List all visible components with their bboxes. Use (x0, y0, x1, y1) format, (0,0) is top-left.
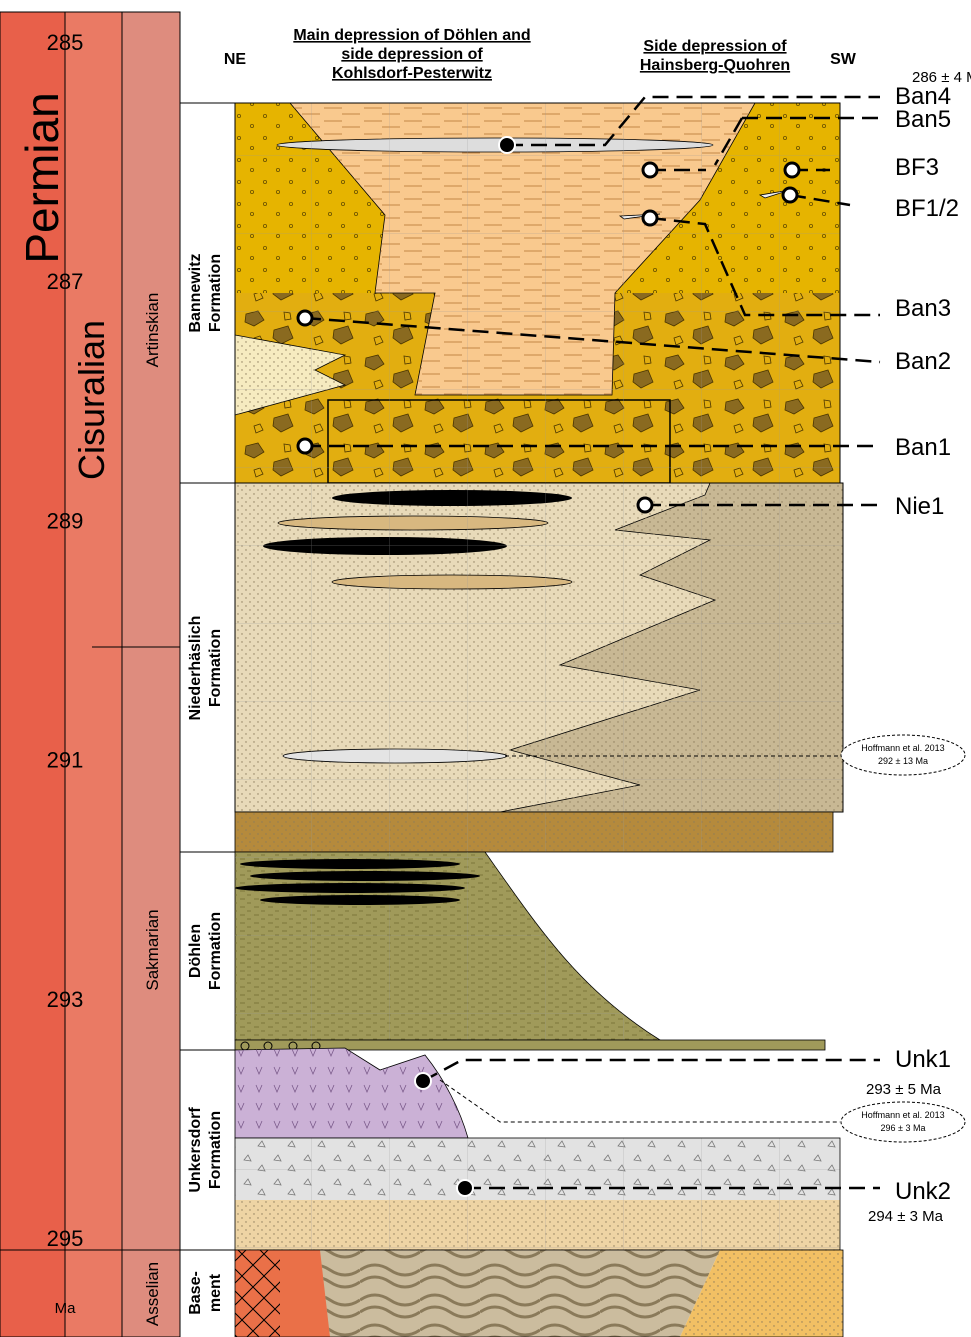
line: Niederhäslich (187, 616, 204, 721)
sample-label: Unk1 (895, 1046, 951, 1073)
rect-shape (235, 812, 833, 852)
sample-label: Ban2 (895, 348, 951, 375)
age-label: 295 (47, 1226, 84, 1251)
niederhaeslich-lithology (235, 483, 843, 852)
sample-label: Ban5 (895, 106, 951, 133)
stratigraphic-figure: 285 287 289 291 293 295 Ma Permian Cisuralian… (0, 0, 971, 1337)
circle-shape (638, 498, 652, 512)
line: side depression of (341, 46, 483, 63)
circle-shape (783, 188, 797, 202)
rect-shape (235, 1138, 840, 1250)
epoch-label: Cisuralian (71, 320, 112, 480)
circle-shape (415, 1073, 431, 1089)
line: Formation (207, 629, 224, 707)
line: ment (207, 1273, 224, 1312)
sample-label: Unk2 (895, 1178, 951, 1205)
sample-label: BF3 (895, 154, 939, 181)
rect-shape (235, 483, 843, 812)
line: Bannewitz (187, 253, 204, 332)
polygon-shape (320, 1250, 720, 1337)
basement-lithology (235, 1250, 843, 1337)
line: Hainsberg-Quohren (640, 57, 790, 74)
rect-shape (235, 1250, 280, 1337)
ellipse-shape (260, 895, 460, 905)
age-label: 293 (47, 987, 84, 1012)
period-label: Permian (16, 92, 68, 263)
path-shape (235, 1048, 468, 1138)
line: Kohlsdorf-Pesterwitz (332, 65, 492, 82)
line: Unkersdorf (187, 1107, 204, 1193)
formation-label: Base-ment (187, 1271, 224, 1315)
sample-age: 286 ± 4 Ma (912, 69, 971, 86)
age-label: 285 (47, 30, 84, 55)
bannewitz-lithology (235, 103, 840, 483)
circle-shape (785, 163, 799, 177)
sample-label: Ban1 (895, 434, 951, 461)
age-label: 287 (47, 269, 84, 294)
line: Formation (207, 1111, 224, 1189)
circle-shape (643, 211, 657, 225)
sample-label: BF1/2 (895, 195, 959, 222)
stage-label: Artinskian (143, 293, 162, 368)
line: Base- (187, 1271, 204, 1315)
age-label: 291 (47, 748, 84, 773)
reference-ellipse (841, 1102, 965, 1142)
age-label: 289 (47, 508, 84, 533)
header-side: Side depression of Hainsberg-Quohren (640, 38, 790, 74)
stage-label: Asselian (143, 1262, 162, 1326)
header-sw: SW (830, 51, 857, 68)
stage-column (122, 12, 180, 1337)
circle-shape (499, 137, 515, 153)
circle-shape (457, 1180, 473, 1196)
line: Main depression of Döhlen and (293, 27, 530, 44)
age-unit: Ma (55, 1300, 76, 1317)
reference-author: Hoffmann et al. 2013 (861, 1110, 944, 1120)
path-shape (235, 852, 660, 1040)
sample-age: 294 ± 3 Ma (868, 1208, 944, 1225)
reference-author: Hoffmann et al. 2013 (861, 743, 944, 753)
reference-age: 296 ± 3 Ma (881, 1123, 926, 1133)
stage-label: Sakmarian (143, 909, 162, 990)
sample-label: Nie1 (895, 493, 944, 520)
ellipse-shape (235, 883, 465, 893)
doehlen-lithology (235, 852, 825, 1050)
path-shape (423, 1060, 880, 1081)
circle-shape (298, 311, 312, 325)
line: Side depression of (643, 38, 787, 55)
rect-shape (235, 103, 840, 483)
path-shape (440, 1080, 840, 1122)
unkersdorf-lithology (235, 1048, 840, 1250)
ellipse-shape (250, 871, 480, 881)
reference-age: 292 ± 13 Ma (878, 756, 928, 766)
line: Formation (207, 912, 224, 990)
ellipse-shape (240, 859, 460, 869)
header-main: Main depression of Döhlen and side depres… (293, 27, 530, 82)
header-ne: NE (224, 51, 247, 68)
line: Formation (207, 254, 224, 332)
reference-ellipse (841, 735, 965, 775)
sample-age: 293 ± 5 Ma (866, 1081, 942, 1098)
circle-shape (643, 163, 657, 177)
line: Döhlen (187, 924, 204, 978)
circle-shape (298, 439, 312, 453)
sample-label: Ban3 (895, 295, 951, 322)
epoch-column (65, 12, 122, 1337)
